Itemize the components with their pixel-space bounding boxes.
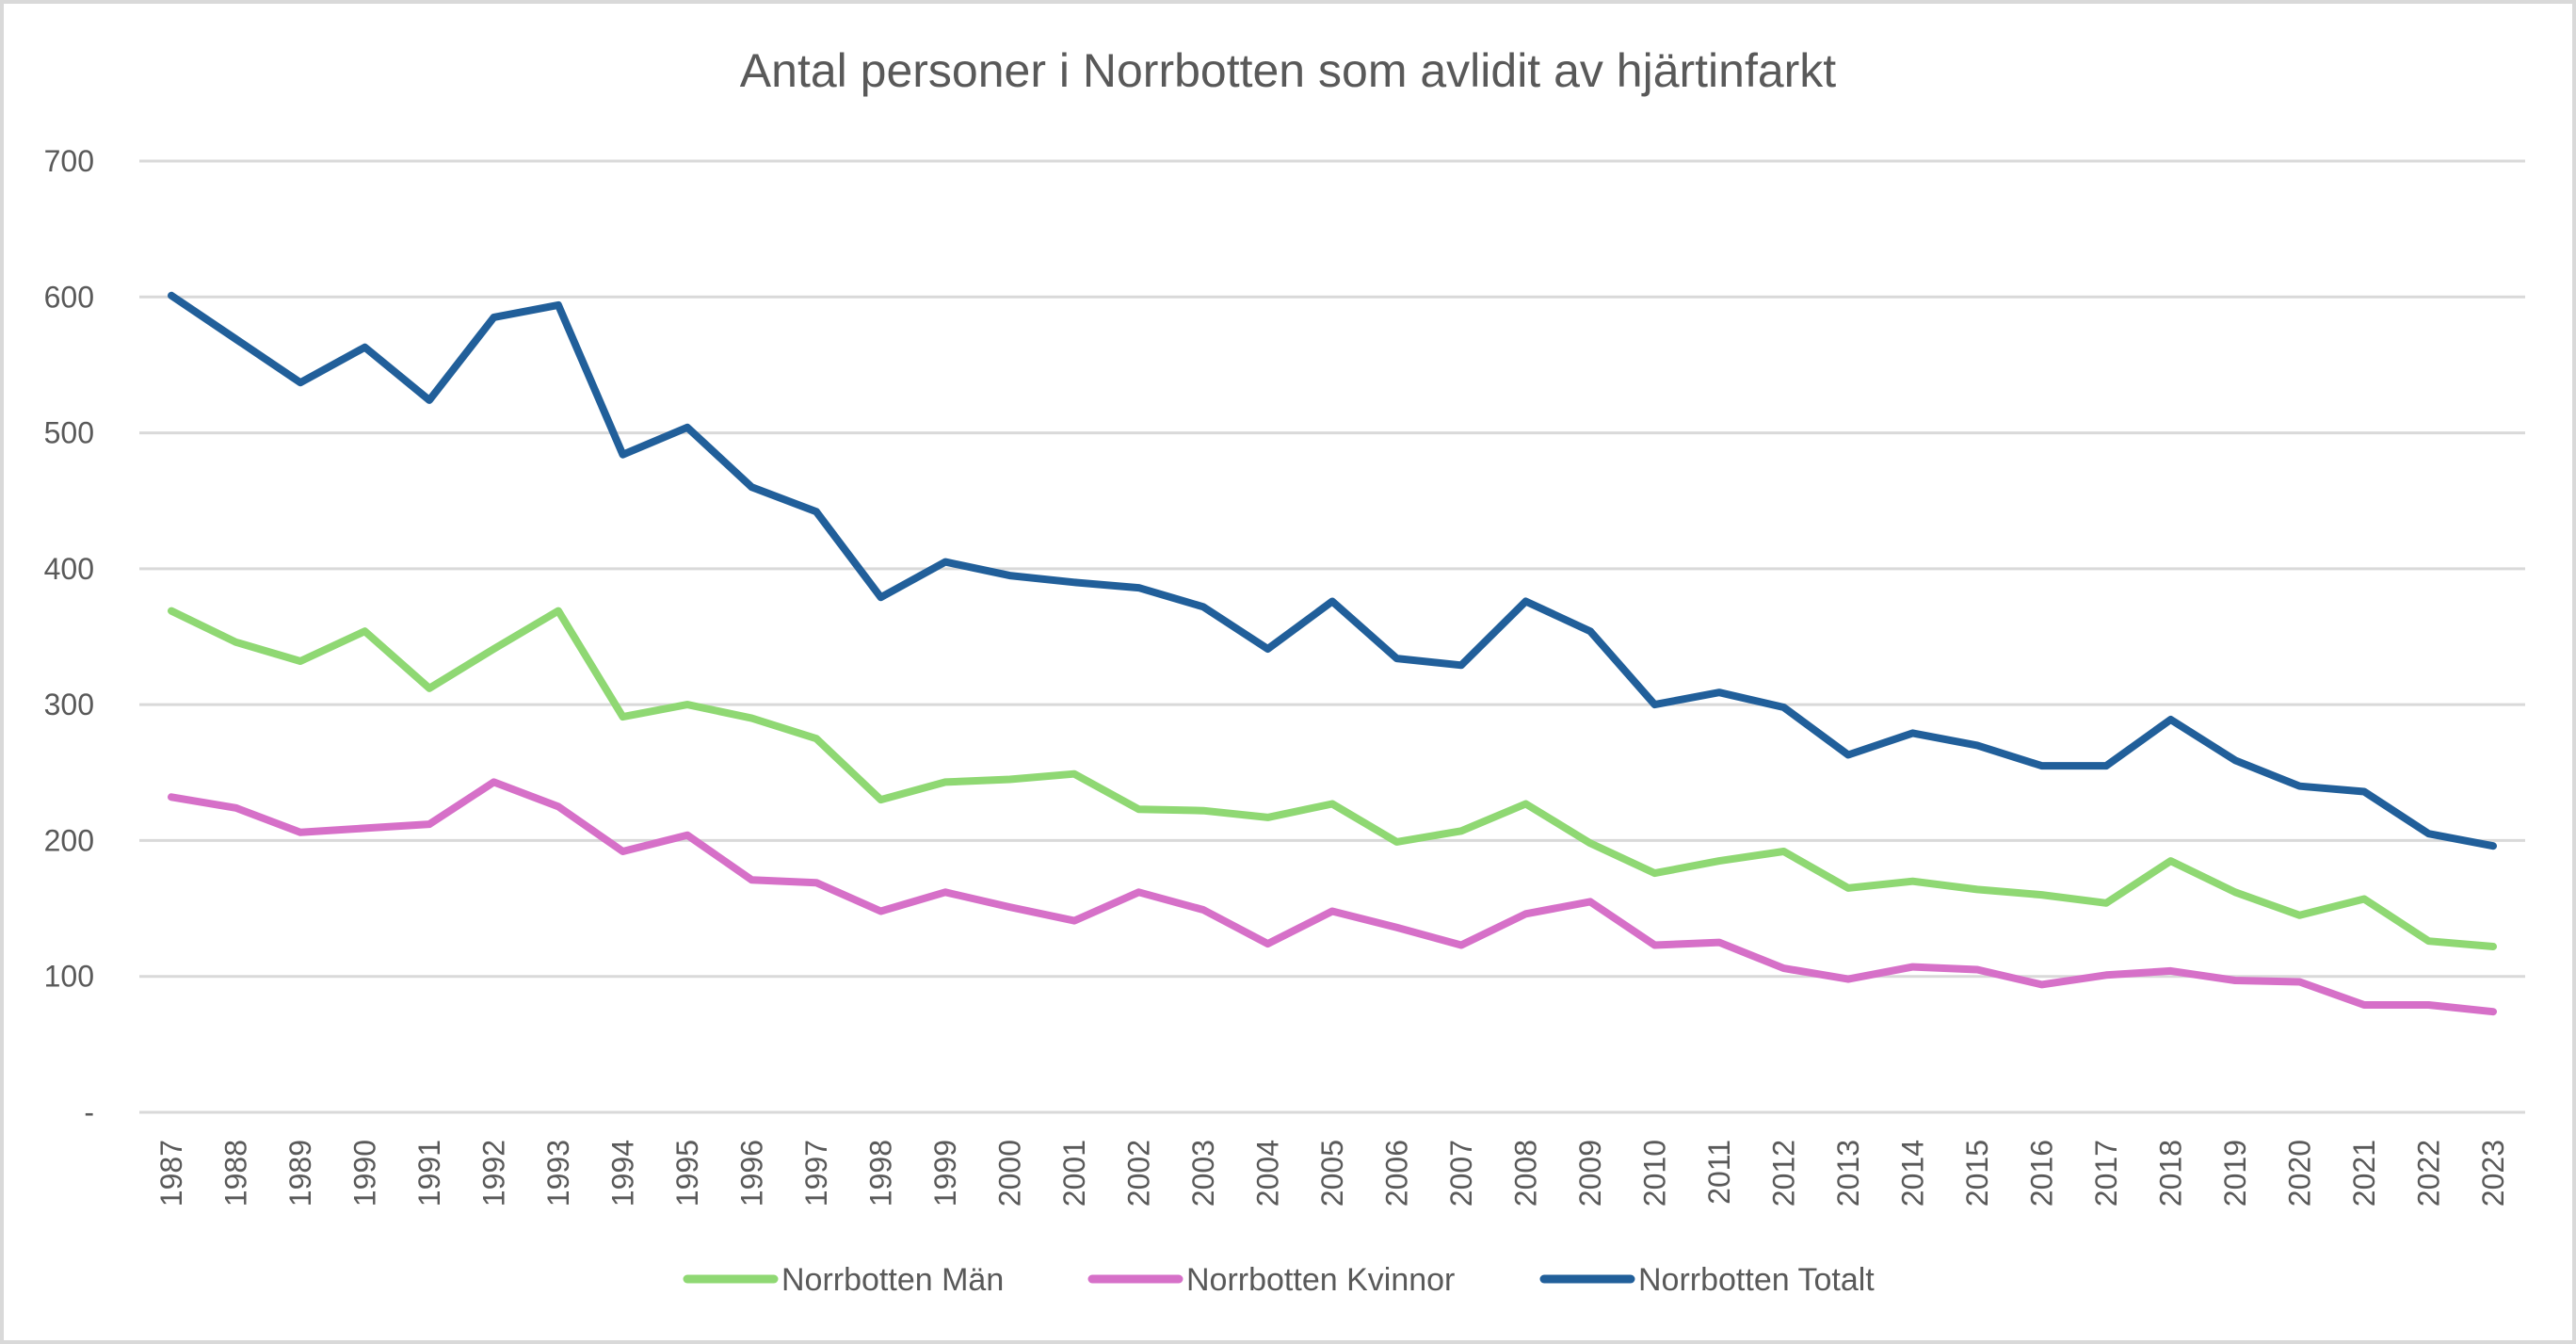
x-axis-ticks: 1987 1988 1989 1990 1991 1992 1993 1994 1995 1996… bbox=[154, 1140, 2510, 1206]
x-tick-label: 1999 bbox=[928, 1140, 962, 1206]
y-tick-label: 500 bbox=[44, 416, 94, 450]
legend-label: Norrbotten Kvinnor bbox=[1186, 1262, 1455, 1298]
legend-label: Norrbotten Totalt bbox=[1638, 1262, 1875, 1298]
x-tick-label: 2007 bbox=[1444, 1140, 1478, 1206]
x-tick-label: 2016 bbox=[2025, 1140, 2059, 1206]
x-tick-label: 2014 bbox=[1896, 1140, 1930, 1206]
x-tick-label: 2021 bbox=[2347, 1140, 2381, 1206]
x-tick-label: 2006 bbox=[1380, 1140, 1414, 1206]
x-tick-label: 1994 bbox=[606, 1140, 640, 1206]
x-tick-label: 2002 bbox=[1122, 1140, 1156, 1206]
x-tick-label: 2000 bbox=[993, 1140, 1027, 1206]
x-tick-label: 2020 bbox=[2283, 1140, 2317, 1206]
x-tick-label: 2015 bbox=[1960, 1140, 1994, 1206]
x-tick-label: 2004 bbox=[1251, 1140, 1285, 1206]
x-tick-label: 2022 bbox=[2412, 1140, 2446, 1206]
x-tick-label: 1989 bbox=[283, 1140, 317, 1206]
x-tick-label: 2003 bbox=[1186, 1140, 1220, 1206]
y-tick-label: 300 bbox=[44, 688, 94, 721]
x-tick-label: 2008 bbox=[1509, 1140, 1543, 1206]
x-tick-label: 2001 bbox=[1057, 1140, 1091, 1206]
y-tick-label: 700 bbox=[44, 144, 94, 178]
x-tick-label: 1995 bbox=[670, 1140, 704, 1206]
x-tick-label: 1990 bbox=[348, 1140, 382, 1206]
legend-item: Norrbotten Kvinnor bbox=[1087, 1262, 1455, 1298]
x-tick-label: 1988 bbox=[219, 1140, 253, 1206]
x-tick-label: 1996 bbox=[735, 1140, 769, 1206]
x-tick-label: 2018 bbox=[2154, 1140, 2188, 1206]
x-tick-label: 1997 bbox=[799, 1140, 833, 1206]
x-tick-label: 2017 bbox=[2089, 1140, 2123, 1206]
x-tick-label: 2011 bbox=[1702, 1140, 1736, 1205]
x-tick-label: 1987 bbox=[154, 1140, 188, 1206]
chart-title: Antal personer i Norrbotten som avlidit … bbox=[740, 44, 1837, 97]
y-tick-label: 400 bbox=[44, 552, 94, 586]
y-tick-label: - bbox=[84, 1095, 94, 1129]
x-tick-label: 1998 bbox=[864, 1140, 898, 1206]
x-tick-label: 2019 bbox=[2218, 1140, 2252, 1206]
x-tick-label: 2012 bbox=[1767, 1140, 1801, 1206]
x-tick-label: 2009 bbox=[1573, 1140, 1607, 1206]
legend: Norrbotten Män Norrbotten Kvinnor Norrbott… bbox=[683, 1262, 1875, 1298]
series-lines bbox=[168, 291, 2497, 1016]
series-line bbox=[168, 778, 2497, 1016]
legend-item: Norrbotten Totalt bbox=[1539, 1262, 1875, 1298]
series-norrbotten-män bbox=[168, 607, 2497, 950]
x-tick-label: 2023 bbox=[2476, 1140, 2510, 1206]
x-tick-label: 1993 bbox=[541, 1140, 575, 1206]
y-tick-label: 200 bbox=[44, 823, 94, 857]
legend-item: Norrbotten Män bbox=[683, 1262, 1004, 1298]
x-tick-label: 1992 bbox=[477, 1140, 511, 1206]
series-norrbotten-totalt bbox=[168, 291, 2497, 850]
x-tick-label: 1991 bbox=[412, 1140, 446, 1206]
x-tick-label: 2005 bbox=[1315, 1140, 1349, 1206]
series-norrbotten-kvinnor bbox=[168, 778, 2497, 1016]
series-line bbox=[168, 607, 2497, 950]
legend-label: Norrbotten Män bbox=[781, 1262, 1004, 1298]
x-tick-label: 2010 bbox=[1638, 1140, 1672, 1206]
y-axis-ticks: - 100 200 300 400 500 600 700 bbox=[44, 144, 94, 1129]
y-tick-label: 600 bbox=[44, 280, 94, 314]
x-tick-label: 2013 bbox=[1831, 1140, 1865, 1206]
y-tick-label: 100 bbox=[44, 960, 94, 994]
series-line bbox=[168, 291, 2497, 850]
